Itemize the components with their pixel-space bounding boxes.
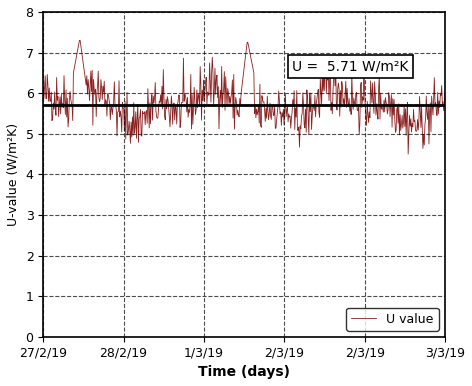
U value bbox=[76, 38, 82, 43]
U value bbox=[278, 110, 284, 114]
Line: U value: U value bbox=[43, 41, 445, 154]
U value bbox=[223, 74, 228, 79]
X-axis label: Time (days): Time (days) bbox=[198, 365, 290, 379]
U value bbox=[405, 152, 411, 156]
Legend: U value: U value bbox=[346, 308, 439, 330]
U value bbox=[344, 105, 349, 110]
U value bbox=[144, 121, 150, 125]
U value bbox=[310, 113, 315, 118]
U value bbox=[112, 103, 118, 108]
Text: U =  5.71 W/m²K: U = 5.71 W/m²K bbox=[292, 59, 409, 73]
U value bbox=[41, 88, 46, 93]
U value bbox=[442, 90, 448, 94]
Y-axis label: U-value (W/m²K): U-value (W/m²K) bbox=[7, 123, 20, 226]
